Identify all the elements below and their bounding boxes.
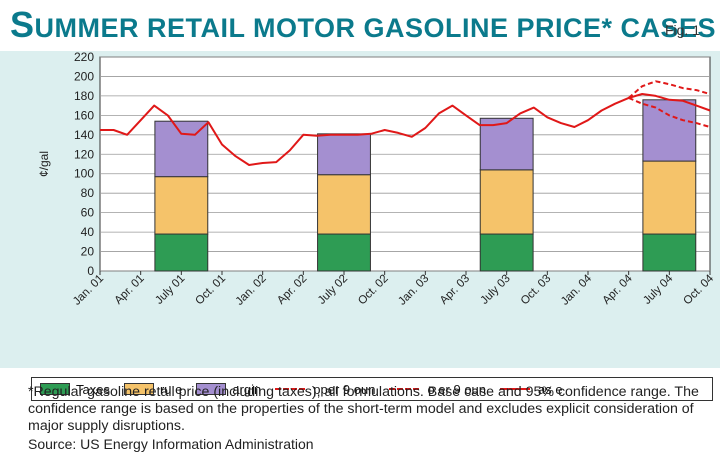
y-axis-label: ¢/gal <box>37 151 51 177</box>
x-tick-label: July 02 <box>316 273 350 307</box>
x-tick-label: July 01 <box>153 273 187 307</box>
x-tick-label: July 04 <box>641 272 676 307</box>
title-rest: UMMER RETAIL MOTOR GASOLINE PRICE* CASES <box>34 13 717 43</box>
chart-panel: 0 20 40 60 80 100 120 140 160 180 200 220 ¢/gal Jan. … <box>0 51 720 401</box>
bar-segment-0 <box>642 233 697 272</box>
legend-label: as e <box>538 381 563 397</box>
y-tick-label: 60 <box>81 206 95 220</box>
x-tick-label: Oct. 01 <box>193 273 228 308</box>
bar-segment-1 <box>154 176 209 235</box>
source-note: Source: US Energy Information Administra… <box>28 436 314 452</box>
legend-label: o er 9 oun <box>427 381 487 397</box>
bar-segment-0 <box>154 233 209 272</box>
y-tick-label: 140 <box>74 128 94 142</box>
legend-item: pper 9 oun <box>275 382 375 397</box>
legend-item: as e <box>500 382 563 397</box>
x-tick-label: Jan. 04 <box>559 272 595 308</box>
legend-line <box>275 388 306 390</box>
x-tick-label: Oct. 04 <box>681 272 716 307</box>
legend-label: ru e <box>159 381 183 397</box>
legend-item: o er 9 oun <box>389 382 486 397</box>
y-tick-label: 20 <box>81 245 95 259</box>
y-tick-label: 220 <box>74 51 94 64</box>
x-tick-label: Jan. 02 <box>234 273 269 308</box>
bar-segment-0 <box>479 233 534 272</box>
bar-segment-2 <box>317 133 371 176</box>
chart-title: SUMMER RETAIL MOTOR GASOLINE PRICE* CASE… <box>10 4 716 46</box>
chart-svg: 0 20 40 60 80 100 120 140 160 180 200 220 ¢/gal Jan. … <box>37 51 717 308</box>
y-tick-label: 160 <box>74 108 94 122</box>
legend-swatch <box>40 383 70 395</box>
legend-label: Taxes <box>76 381 110 397</box>
legend-item: Taxes <box>40 382 110 397</box>
figure-label: Fig. 1 <box>664 22 700 38</box>
y-tick-label: 180 <box>74 89 94 103</box>
legend-item: ru e <box>123 381 183 397</box>
x-tick-label: Oct. 02 <box>356 273 391 308</box>
title-initial: S <box>10 4 35 45</box>
y-tick-label: 120 <box>74 147 94 161</box>
x-tick-label: Apr. 01 <box>113 273 147 307</box>
bar-segment-1 <box>317 174 371 235</box>
bar-segment-1 <box>642 160 697 235</box>
x-tick-label: July 03 <box>479 273 513 307</box>
x-tick-label: Apr. 04 <box>601 272 636 307</box>
y-tick-label: 0 <box>87 264 94 278</box>
legend-label: argin <box>232 381 262 397</box>
legend-line <box>500 388 531 390</box>
bar-segment-2 <box>479 117 534 171</box>
legend-swatch <box>123 383 154 395</box>
y-tick-label: 200 <box>74 69 94 83</box>
series-line-1 <box>628 80 711 99</box>
y-tick-label: 40 <box>81 225 95 239</box>
footnote: *Regular gasoline retail price (includin… <box>28 384 699 434</box>
chart-legend: Taxes ru e argin pper 9 oun o er 9 oun as e <box>31 377 713 401</box>
y-tick-label: 100 <box>74 167 94 181</box>
series-line-0 <box>100 93 711 166</box>
legend-line <box>389 388 420 390</box>
x-tick-label: Apr. 03 <box>438 273 472 307</box>
bar-segment-0 <box>317 233 371 272</box>
bar-segment-2 <box>642 99 697 162</box>
x-tick-label: Apr. 02 <box>275 273 309 307</box>
y-tick-label: 80 <box>81 186 95 200</box>
legend-item: argin <box>196 382 261 397</box>
legend-label: pper 9 oun <box>313 381 376 397</box>
x-tick-label: Oct. 03 <box>519 273 554 308</box>
series-line-2 <box>628 96 711 128</box>
legend-swatch <box>196 383 227 395</box>
x-tick-label: Jan. 03 <box>396 273 431 308</box>
bar-segment-1 <box>479 169 534 235</box>
